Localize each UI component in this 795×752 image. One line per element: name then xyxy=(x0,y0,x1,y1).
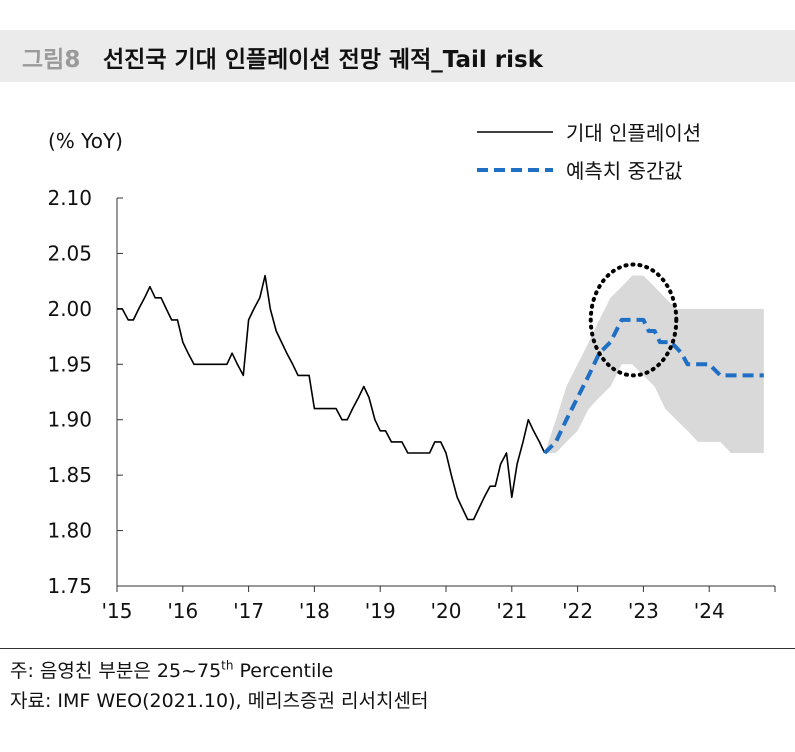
figure-title: 선진국 기대 인플레이션 전망 궤적_Tail risk xyxy=(103,47,544,73)
y-tick-label: 1.90 xyxy=(47,408,92,432)
footnote-source: 자료: IMF WEO(2021.10), 메리츠증권 리서치센터 xyxy=(10,690,429,712)
note-suffix: Percentile xyxy=(233,660,334,682)
x-tick-label: '16 xyxy=(167,599,198,623)
y-tick-label: 1.75 xyxy=(47,574,92,598)
note-superscript: th xyxy=(221,658,234,673)
figure-title-bar: 그림8 선진국 기대 인플레이션 전망 궤적_Tail risk xyxy=(0,30,795,82)
legend-label-forecast-median: 예측치 중간값 xyxy=(566,159,683,183)
x-tick-label: '23 xyxy=(628,599,659,623)
inflation-chart: (% YoY) 2.10 2.05 2.00 1.95 1.90 1.85 1.80 1.75… xyxy=(47,121,776,623)
y-axis-label: (% YoY) xyxy=(48,129,123,153)
y-tick-label: 2.10 xyxy=(47,186,92,210)
highlight-ellipse xyxy=(588,262,679,378)
series-line-expected-inflation xyxy=(117,274,546,521)
y-tick-label: 2.05 xyxy=(47,241,92,265)
y-tick-label: 2.00 xyxy=(47,297,92,321)
note-prefix: 주: 음영친 부분은 25~75 xyxy=(10,660,222,682)
y-tick-label: 1.80 xyxy=(47,519,92,543)
legend-label-expected-inflation: 기대 인플레이션 xyxy=(566,121,701,145)
x-tick-label: '21 xyxy=(496,599,527,623)
x-tick-label: '24 xyxy=(694,599,725,623)
x-tick-label: '15 xyxy=(102,599,133,623)
y-tick-label: 1.85 xyxy=(47,463,92,487)
x-tick-label: '20 xyxy=(431,599,462,623)
percentile-band xyxy=(544,275,764,453)
x-tick-label: '22 xyxy=(562,599,593,623)
y-tick-label: 1.95 xyxy=(47,352,92,376)
figure-number: 그림8 xyxy=(22,47,81,73)
footnote-divider xyxy=(0,648,795,649)
x-tick-label: '17 xyxy=(233,599,264,623)
series-line-forecast-median xyxy=(543,317,764,455)
x-tick-label: '19 xyxy=(365,599,396,623)
x-tick-label: '18 xyxy=(299,599,330,623)
footnote-note: 주: 음영친 부분은 25~75th Percentile xyxy=(10,656,333,683)
